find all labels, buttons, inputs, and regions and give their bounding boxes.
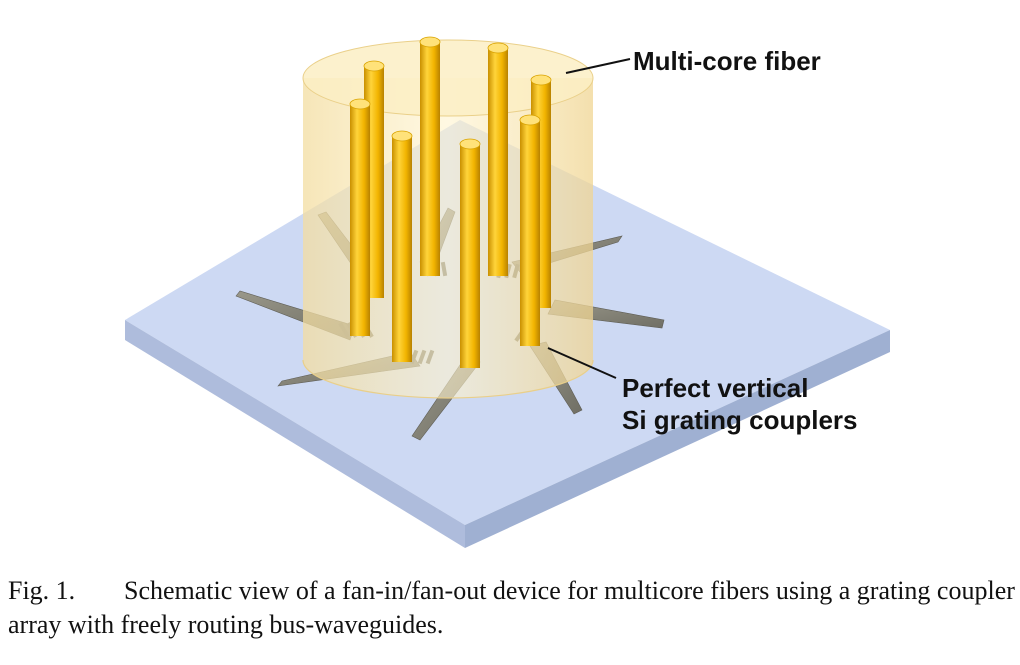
label-grating-couplers-line1: Perfect vertical	[622, 373, 809, 403]
device-illustration	[125, 36, 890, 548]
leader-line-fiber	[565, 58, 631, 74]
caption-text: Schematic view of a fan-in/fan-out devic…	[8, 576, 1015, 639]
fiber-cores	[349, 36, 552, 368]
cladding-rim	[302, 359, 594, 399]
figure-caption: Fig. 1. Schematic view of a fan-in/fan-ou…	[8, 574, 1016, 642]
leader-line-coupler	[547, 347, 617, 379]
fiber-core	[519, 114, 541, 346]
fiber-core	[349, 98, 371, 336]
fiber-core	[391, 130, 413, 362]
schematic-figure: Multi-core fiber Perfect vertical Si gra…	[125, 36, 890, 548]
label-multicore-fiber: Multi-core fiber	[633, 46, 821, 76]
fiber-core	[459, 138, 481, 368]
fiber-core	[487, 42, 509, 276]
figure-number: Fig. 1.	[8, 576, 76, 605]
label-grating-couplers: Perfect vertical Si grating couplers	[622, 372, 858, 436]
fiber-core	[419, 36, 441, 276]
label-grating-couplers-line2: Si grating couplers	[622, 405, 858, 435]
